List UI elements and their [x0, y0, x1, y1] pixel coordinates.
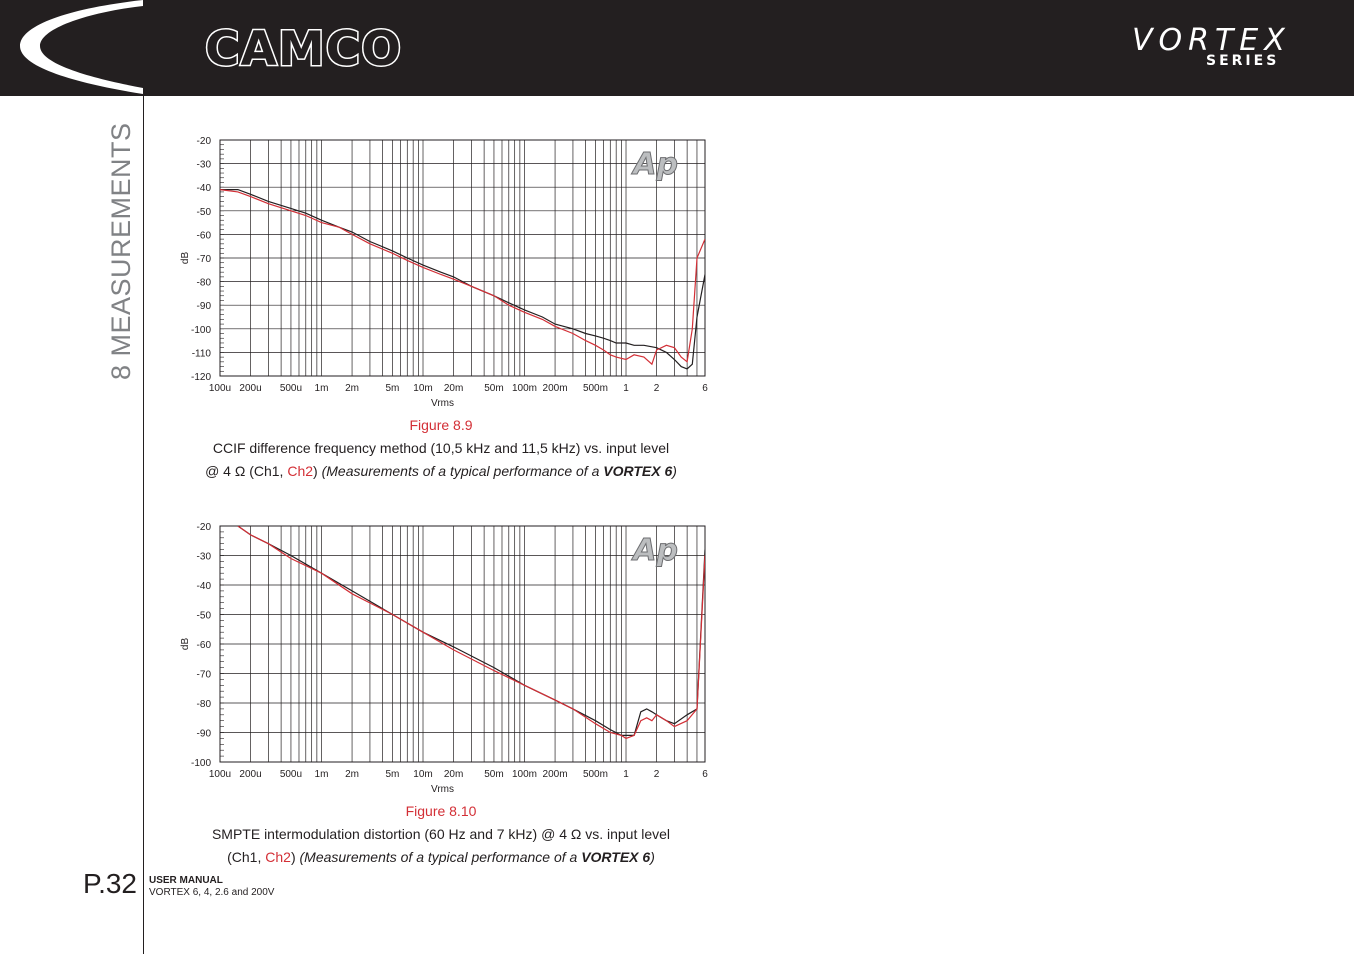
header-bar: CAMCO VORTEX SERIES	[0, 0, 1354, 96]
ap-logo: Ap	[631, 533, 678, 568]
x-tick-label: 500m	[583, 383, 608, 394]
x-tick-label: 200m	[543, 769, 568, 780]
series-line-ch2	[220, 189, 705, 366]
x-tick-label: 2m	[345, 769, 359, 780]
x-tick-label: 6	[702, 769, 708, 780]
x-tick-label: 1m	[315, 383, 329, 394]
x-tick-label: 100m	[512, 383, 537, 394]
y-tick-label: -20	[197, 522, 212, 533]
x-axis-label: Vrms	[431, 784, 454, 795]
figure-8-10-caption-line1: SMPTE intermodulation distortion (60 Hz …	[211, 826, 671, 842]
x-tick-label: 10m	[413, 383, 432, 394]
figure-8-9-chart: -20 -30 -40 -50 -60 -70 -80 -90 -100 -110 -120100u…	[180, 136, 708, 409]
y-tick-label: -70	[197, 670, 212, 681]
y-tick-label: -50	[197, 207, 212, 218]
ap-logo: Ap	[631, 147, 678, 182]
camco-swoosh-logo	[20, 0, 143, 94]
x-tick-label: 6	[702, 383, 708, 394]
manual-label: USER MANUAL	[149, 875, 223, 886]
sidebar-divider	[143, 96, 144, 954]
x-tick-label: 2	[654, 769, 660, 780]
figure-8-9-caption-line2: @ 4 Ω (Ch1, Ch2) (Measurements of a typi…	[205, 463, 677, 479]
x-tick-label: 500u	[280, 383, 302, 394]
page-number: P.32	[83, 868, 137, 899]
manual-models: VORTEX 6, 4, 2.6 and 200V	[149, 887, 275, 898]
series-subtitle: SERIES	[1206, 53, 1280, 69]
x-tick-label: 500u	[280, 769, 302, 780]
x-tick-label: 100u	[209, 383, 231, 394]
x-tick-label: 2m	[345, 383, 359, 394]
y-tick-label: -30	[197, 160, 212, 171]
y-tick-label: -90	[197, 301, 212, 312]
y-tick-label: -60	[197, 230, 212, 241]
x-tick-label: 200m	[543, 383, 568, 394]
brand-logo: CAMCO	[203, 21, 403, 79]
y-tick-label: -80	[197, 278, 212, 289]
x-tick-label: 2	[654, 383, 660, 394]
y-tick-label: -20	[197, 136, 212, 147]
y-axis-label: dB	[180, 252, 191, 265]
y-axis-label: dB	[180, 638, 191, 651]
x-tick-label: 1	[623, 769, 629, 780]
y-tick-label: -110	[192, 348, 212, 359]
y-tick-label: -50	[197, 611, 212, 622]
x-tick-label: 5m	[385, 769, 399, 780]
figure-8-9-label: Figure 8.9	[409, 417, 473, 433]
x-tick-label: 1	[623, 383, 629, 394]
x-tick-label: 1m	[315, 769, 329, 780]
series-line-ch1	[220, 188, 705, 370]
x-tick-label: 5m	[385, 383, 399, 394]
series-title: VORTEX	[1132, 23, 1291, 58]
series-line-ch2	[237, 526, 705, 740]
x-tick-label: 20m	[444, 383, 463, 394]
figure-8-9-caption-line1: CCIF difference frequency method (10,5 k…	[212, 440, 670, 456]
x-tick-label: 10m	[413, 769, 432, 780]
x-tick-label: 20m	[444, 769, 463, 780]
x-axis-label: Vrms	[431, 398, 454, 409]
x-tick-label: 50m	[484, 769, 503, 780]
section-title: 8 MEASUREMENTS	[106, 122, 136, 380]
x-tick-label: 100m	[512, 769, 537, 780]
x-tick-label: 50m	[484, 383, 503, 394]
y-tick-label: -70	[197, 254, 212, 265]
y-tick-label: -100	[191, 325, 211, 336]
x-tick-label: 200u	[239, 383, 261, 394]
figure-8-10-label: Figure 8.10	[405, 803, 477, 819]
y-tick-label: -100	[191, 758, 211, 769]
figure-8-10-caption-line2: (Ch1, Ch2) (Measurements of a typical pe…	[227, 849, 655, 865]
y-tick-label: -90	[197, 729, 212, 740]
x-tick-label: 500m	[583, 769, 608, 780]
y-tick-label: -30	[197, 552, 212, 563]
y-tick-label: -80	[197, 699, 212, 710]
y-tick-label: -60	[197, 640, 212, 651]
x-tick-label: 100u	[209, 769, 231, 780]
y-tick-label: -40	[197, 581, 212, 592]
y-tick-label: -120	[191, 372, 211, 383]
x-tick-label: 200u	[239, 769, 261, 780]
y-tick-label: -40	[197, 183, 212, 194]
